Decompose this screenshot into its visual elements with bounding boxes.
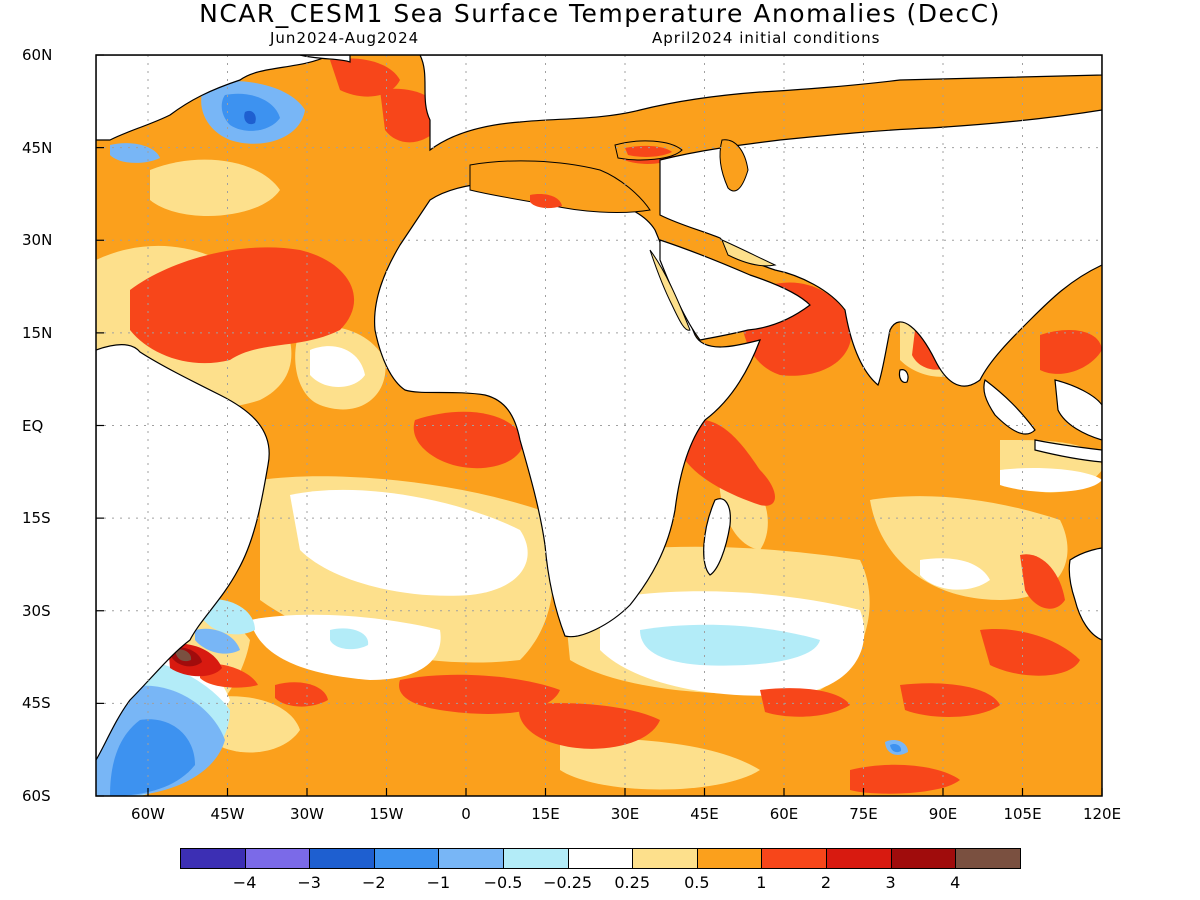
colorbar-label: 0.5 — [684, 873, 710, 892]
inland-seas — [469, 139, 749, 213]
colorbar-swatch — [244, 848, 311, 869]
colorbar-label: −0.5 — [483, 873, 523, 892]
axis-ticks — [96, 54, 1103, 797]
colorbar-label: 4 — [950, 873, 961, 892]
colorbar-swatch — [826, 848, 892, 869]
colorbar-swatch — [309, 848, 375, 869]
colorbar-label: 2 — [820, 873, 832, 892]
anomaly-positive-core — [168, 643, 222, 677]
lat-label: 15S — [22, 509, 51, 528]
colorbar-swatch — [438, 848, 504, 869]
lat-label: 30S — [22, 601, 51, 620]
lon-label: 60E — [769, 805, 799, 823]
colorbar-label: 1 — [756, 873, 767, 892]
initial-conditions-label: April2024 initial conditions — [652, 29, 881, 47]
colorbar-label: 0.25 — [614, 873, 650, 892]
colorbar-swatch — [373, 848, 440, 869]
lon-label: 0 — [461, 805, 471, 823]
lat-label: 60N — [22, 46, 53, 64]
lon-label: 105E — [1003, 805, 1042, 823]
red-sea — [649, 249, 691, 331]
graticule — [96, 55, 1102, 796]
colorbar-label: −0.25 — [543, 873, 593, 892]
lat-label: EQ — [22, 416, 44, 435]
lon-label: 15E — [531, 805, 560, 823]
lon-label: 120E — [1082, 805, 1122, 823]
map-title: NCAR_CESM1 Sea Surface Temperature Anoma… — [199, 0, 1001, 28]
colorbar-label: −3 — [297, 873, 321, 892]
inland-sea-warm-spots — [530, 145, 672, 209]
lon-label: 30W — [290, 805, 324, 823]
lat-label: 30N — [22, 231, 53, 250]
forecast-period: Jun2024-Aug2024 — [270, 29, 420, 47]
lon-label: 45W — [210, 805, 245, 823]
persian-gulf — [721, 239, 777, 267]
lat-label: 45N — [22, 138, 53, 157]
colorbar-label: −2 — [362, 873, 386, 892]
land-masses — [96, 55, 1102, 762]
lon-label: 30E — [610, 805, 640, 823]
colorbar-swatch — [890, 848, 957, 869]
lat-label: 15N — [22, 323, 53, 342]
lat-label: 60S — [22, 787, 51, 805]
lon-label: 45E — [690, 805, 719, 823]
lon-label: 15W — [369, 805, 404, 823]
colorbar-swatch — [567, 848, 634, 869]
colorbar-label: 3 — [885, 873, 896, 892]
lon-label: 60W — [131, 805, 165, 823]
lon-label: 90E — [928, 805, 958, 823]
colorbar-label: −4 — [232, 873, 257, 892]
colorbar-swatch — [696, 848, 763, 869]
colorbar-label: −1 — [426, 873, 451, 892]
colorbar-swatch — [955, 848, 1021, 869]
colorbar-swatch — [503, 848, 569, 869]
colorbar-swatch — [761, 848, 827, 869]
lat-label: 45S — [22, 694, 51, 713]
lon-label: 75E — [849, 805, 878, 823]
colorbar-swatch — [180, 848, 246, 869]
colorbar-swatch — [632, 848, 698, 869]
